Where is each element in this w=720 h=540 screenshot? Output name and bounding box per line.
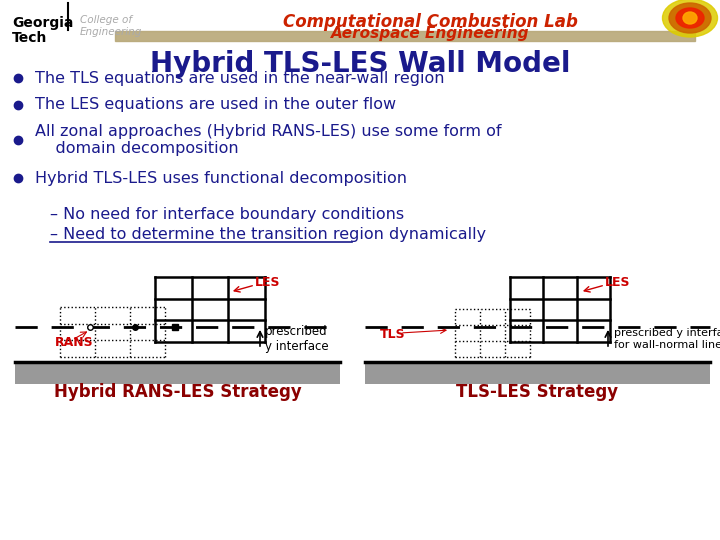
Bar bbox=[365, 362, 710, 384]
Text: LES: LES bbox=[605, 275, 631, 288]
Text: Hybrid TLS-LES Wall Model: Hybrid TLS-LES Wall Model bbox=[150, 50, 570, 78]
Text: Hybrid RANS-LES Strategy: Hybrid RANS-LES Strategy bbox=[53, 383, 302, 401]
Text: The LES equations are used in the outer flow: The LES equations are used in the outer … bbox=[35, 98, 396, 112]
Text: All zonal approaches (Hybrid RANS-LES) use some form of
    domain decomposition: All zonal approaches (Hybrid RANS-LES) u… bbox=[35, 124, 502, 156]
Text: TLS: TLS bbox=[380, 328, 405, 341]
Ellipse shape bbox=[683, 12, 697, 24]
Text: The TLS equations are used in the near-wall region: The TLS equations are used in the near-w… bbox=[35, 71, 444, 85]
Ellipse shape bbox=[669, 3, 711, 33]
Text: prescribed
y interface: prescribed y interface bbox=[265, 325, 328, 353]
Text: TLS-LES Strategy: TLS-LES Strategy bbox=[456, 383, 618, 401]
Ellipse shape bbox=[676, 8, 704, 28]
Text: Aerospace Engineering: Aerospace Engineering bbox=[330, 26, 529, 41]
Text: RANS: RANS bbox=[55, 336, 94, 349]
Text: LES: LES bbox=[255, 275, 281, 288]
Text: College of
Engineering: College of Engineering bbox=[80, 15, 143, 37]
Ellipse shape bbox=[662, 0, 718, 37]
Bar bbox=[115, 31, 695, 41]
Bar bbox=[15, 362, 340, 384]
Text: prescribed y interface
for wall-normal lines: prescribed y interface for wall-normal l… bbox=[614, 328, 720, 350]
Text: – No need for interface boundary conditions: – No need for interface boundary conditi… bbox=[50, 207, 404, 222]
Text: Computational Combustion Lab: Computational Combustion Lab bbox=[282, 13, 577, 31]
Text: – Need to determine the transition region dynamically: – Need to determine the transition regio… bbox=[50, 227, 486, 242]
Text: Hybrid TLS-LES uses functional decomposition: Hybrid TLS-LES uses functional decomposi… bbox=[35, 171, 407, 186]
Text: Georgia
Tech: Georgia Tech bbox=[12, 16, 73, 45]
